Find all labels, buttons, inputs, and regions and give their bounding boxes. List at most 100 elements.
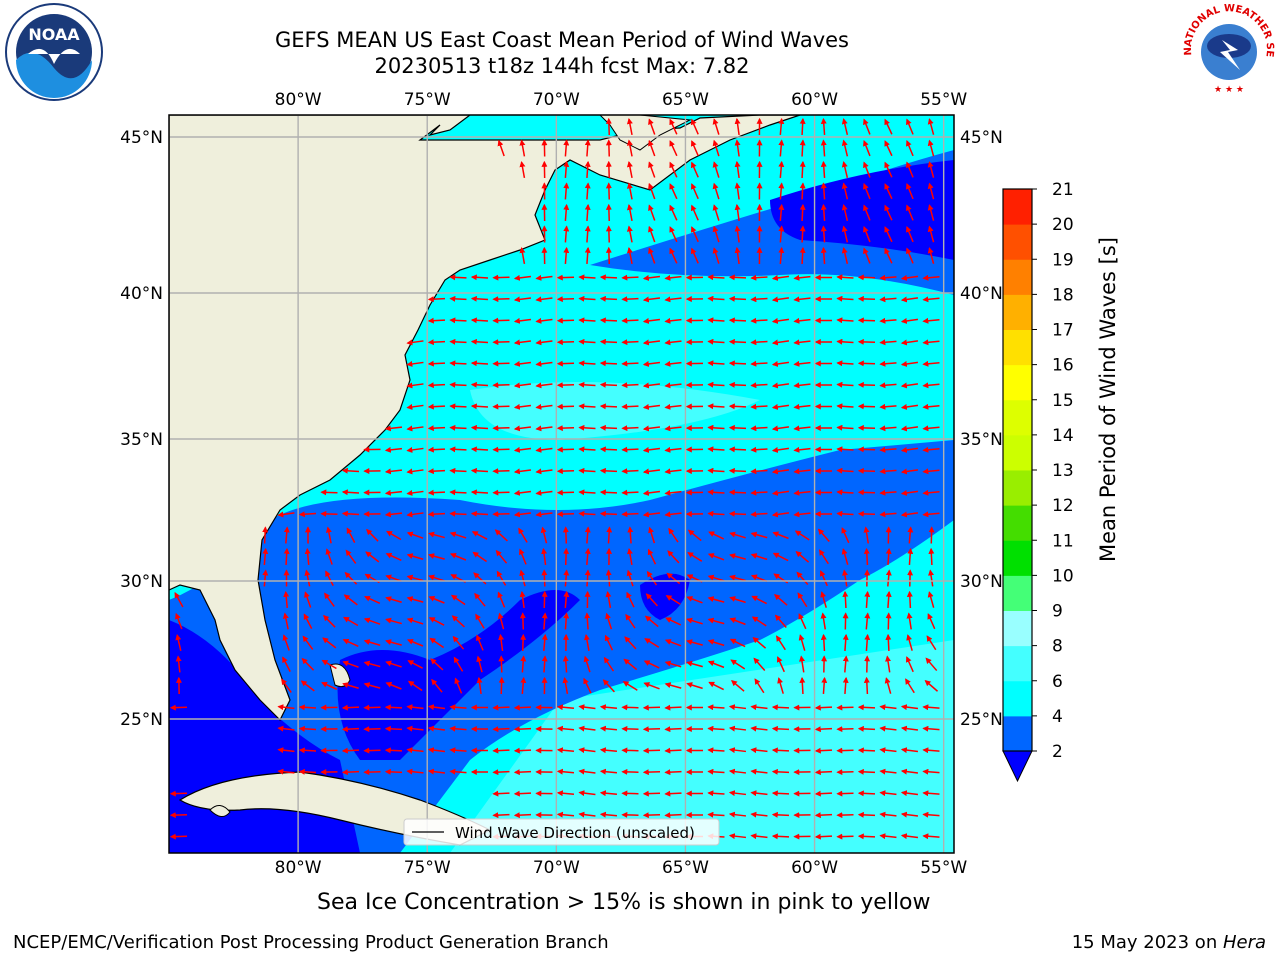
wind-wave-arrow (282, 634, 290, 651)
wind-wave-arrow (927, 204, 935, 221)
wind-wave-arrow (304, 547, 311, 566)
wind-wave-arrow (906, 634, 913, 651)
wind-wave-arrow (734, 139, 741, 157)
wind-wave-arrow (922, 747, 940, 754)
wind-wave-arrow (298, 704, 317, 711)
wind-wave-arrow (385, 596, 402, 603)
wind-wave-arrow (863, 139, 871, 157)
wind-wave-arrow (687, 529, 702, 542)
wind-wave-arrow (427, 511, 446, 518)
wind-wave-arrow (669, 118, 678, 135)
sea-ice-note: Sea Ice Concentration > 15% is shown in … (317, 890, 931, 915)
wind-wave-arrow (665, 595, 681, 605)
wind-wave-arrow (364, 595, 381, 604)
wind-wave-arrow (497, 139, 505, 157)
wind-wave-arrow (283, 547, 290, 566)
wind-wave-arrow (777, 677, 784, 694)
wind-wave-arrow (384, 725, 403, 732)
wind-wave-arrow (642, 425, 661, 432)
wind-wave-arrow (836, 424, 854, 431)
wind-wave-arrow (365, 551, 380, 563)
wind-wave-arrow (626, 569, 634, 587)
wind-wave-arrow (664, 769, 682, 776)
wind-wave-arrow (497, 591, 506, 608)
wind-wave-arrow (927, 613, 936, 630)
wind-wave-arrow (384, 489, 403, 496)
wind-wave-arrow (599, 811, 618, 818)
wind-wave-arrow (470, 467, 489, 474)
wind-wave-arrow (541, 633, 548, 652)
wind-wave-arrow (623, 658, 638, 671)
footer-date-text: 15 May 2023 on (1071, 932, 1223, 953)
wind-wave-arrow (836, 489, 854, 496)
wind-wave-arrow (730, 659, 746, 670)
wind-wave-arrow (841, 548, 849, 565)
wind-wave-arrow (385, 617, 402, 625)
wind-wave-arrow (669, 204, 678, 221)
colorbar-segment (1003, 294, 1032, 330)
wind-wave-arrow (799, 139, 806, 157)
wind-wave-arrow (885, 655, 891, 673)
wind-wave-arrow (879, 704, 897, 711)
wind-wave-arrow (325, 570, 334, 586)
wind-wave-arrow (799, 203, 806, 222)
wind-wave-arrow (452, 635, 465, 650)
wind-wave-arrow (842, 590, 849, 609)
lon-tick-top: 80°W (275, 90, 322, 110)
wind-wave-arrow (556, 339, 575, 346)
wind-wave-arrow (863, 676, 870, 695)
wind-wave-arrow (708, 681, 725, 691)
wind-wave-arrow (341, 726, 360, 733)
lon-tick-bottom: 75°W (404, 858, 451, 878)
footer-host: Hera (1222, 932, 1266, 953)
wind-wave-arrow (771, 725, 790, 732)
wind-wave-arrow (900, 446, 919, 453)
wind-wave-arrow (321, 681, 338, 690)
wind-wave-arrow (475, 613, 485, 629)
wind-wave-arrow (707, 553, 725, 561)
wind-wave-arrow (900, 360, 919, 367)
lon-tick-bottom: 80°W (275, 858, 322, 878)
wind-wave-arrow (778, 203, 785, 222)
wind-wave-arrow (669, 247, 678, 264)
wind-wave-arrow (927, 139, 935, 157)
wind-wave-arrow (599, 381, 618, 388)
wind-wave-arrow (842, 633, 849, 652)
wind-wave-arrow (599, 317, 618, 324)
wind-wave-arrow (879, 833, 897, 840)
wind-wave-arrow (750, 468, 768, 475)
wind-wave-arrow (428, 617, 445, 626)
wind-wave-arrow (642, 726, 661, 733)
wind-wave-arrow (734, 246, 741, 265)
wind-wave-arrow (599, 295, 618, 302)
colorbar-tick-label: 14 (1052, 426, 1074, 446)
wind-wave-arrow (298, 511, 317, 518)
wind-wave-arrow (535, 274, 553, 281)
wind-wave-arrow (262, 547, 269, 566)
wind-wave-arrow (449, 403, 467, 410)
wind-wave-arrow (771, 339, 790, 346)
wind-wave-arrow (774, 594, 788, 606)
wind-wave-arrow (707, 446, 725, 453)
wind-wave-arrow (793, 296, 811, 303)
wind-wave-arrow (900, 833, 919, 840)
wind-wave-arrow (298, 747, 317, 754)
wind-wave-arrow (513, 425, 532, 432)
wind-wave-arrow (707, 295, 725, 302)
wind-wave-arrow (707, 360, 725, 367)
wind-wave-arrow (836, 381, 854, 388)
lat-tick-left: 35°N (120, 430, 163, 450)
wind-wave-arrow (879, 489, 897, 496)
lon-tick-top: 60°W (791, 90, 838, 110)
wind-wave-arrow (519, 569, 526, 587)
colorbar-tick-label: 6 (1052, 672, 1063, 692)
wind-wave-arrow (449, 531, 467, 539)
wind-wave-arrow (734, 182, 741, 200)
wind-wave-arrow (836, 274, 854, 281)
wind-wave-arrow (664, 360, 682, 367)
wind-wave-arrow (820, 246, 827, 265)
wind-wave-arrow (900, 425, 919, 432)
wind-wave-arrow (690, 183, 699, 200)
wind-wave-arrow (471, 531, 488, 540)
wind-wave-arrow (406, 553, 424, 560)
